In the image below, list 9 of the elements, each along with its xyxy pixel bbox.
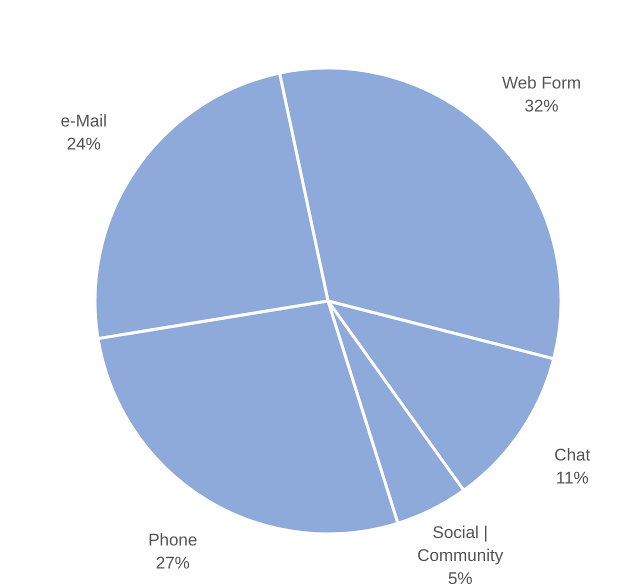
slice-label: e-Mail	[60, 112, 107, 131]
slice-label: Phone	[148, 530, 198, 550]
slice-label: Web Form	[502, 74, 582, 94]
slice-label: Chat	[554, 446, 590, 466]
data-label: 27%	[156, 554, 190, 573]
data-label: 32%	[524, 97, 559, 116]
data-label: 24%	[66, 134, 101, 154]
data-label: 11%	[556, 469, 589, 488]
slice-label: Social | Community	[417, 523, 504, 566]
